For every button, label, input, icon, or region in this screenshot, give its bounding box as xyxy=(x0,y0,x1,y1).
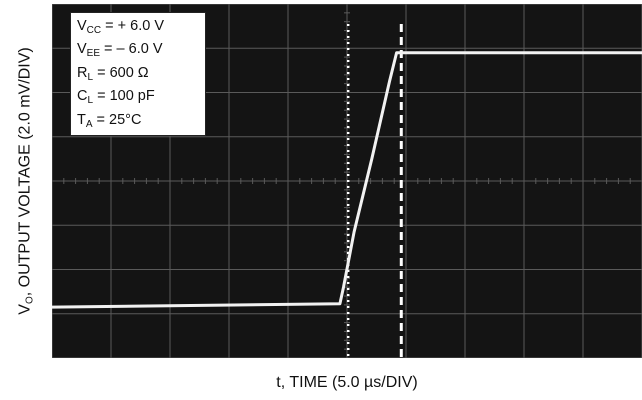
condition-symbol: V xyxy=(77,18,87,34)
legend-condition: RL = 600 Ω xyxy=(77,64,199,87)
condition-value: = 25°C xyxy=(92,111,142,128)
legend-condition: VCC = + 6.0 V xyxy=(77,17,199,40)
condition-subscript: L xyxy=(87,71,94,83)
legend-condition: VEE = – 6.0 V xyxy=(77,40,199,63)
y-axis-symbol-subscript: O xyxy=(24,296,36,305)
condition-symbol: T xyxy=(77,111,86,128)
condition-value: = + 6.0 V xyxy=(101,18,165,34)
y-axis-symbol: V xyxy=(16,304,34,315)
legend-condition: CL = 100 pF xyxy=(77,87,199,110)
condition-symbol: V xyxy=(77,41,87,58)
x-axis-label: t, TIME (5.0 µs/DIV) xyxy=(276,374,418,391)
legend-condition: TA = 25°C xyxy=(77,111,199,134)
condition-symbol: C xyxy=(77,88,88,105)
condition-value: = 600 Ω xyxy=(93,64,149,81)
condition-symbol: R xyxy=(77,64,88,81)
test-conditions-legend: VCC = + 6.0 V VEE = – 6.0 V RL = 600 Ω CL =… xyxy=(70,12,206,136)
trace-line xyxy=(52,51,642,309)
condition-value: = 100 pF xyxy=(93,88,155,105)
y-axis-label: VO, OUTPUT VOLTAGE (2.0 mV/DIV) xyxy=(17,47,36,314)
condition-value: = – 6.0 V xyxy=(100,41,163,58)
condition-subscript: EE xyxy=(86,48,101,60)
condition-subscript: CC xyxy=(86,25,102,36)
condition-subscript: L xyxy=(87,95,94,107)
condition-subscript: A xyxy=(85,118,93,130)
y-axis-separator: , xyxy=(16,291,34,297)
y-axis-title: OUTPUT VOLTAGE (2.0 mV/DIV) xyxy=(16,47,34,288)
